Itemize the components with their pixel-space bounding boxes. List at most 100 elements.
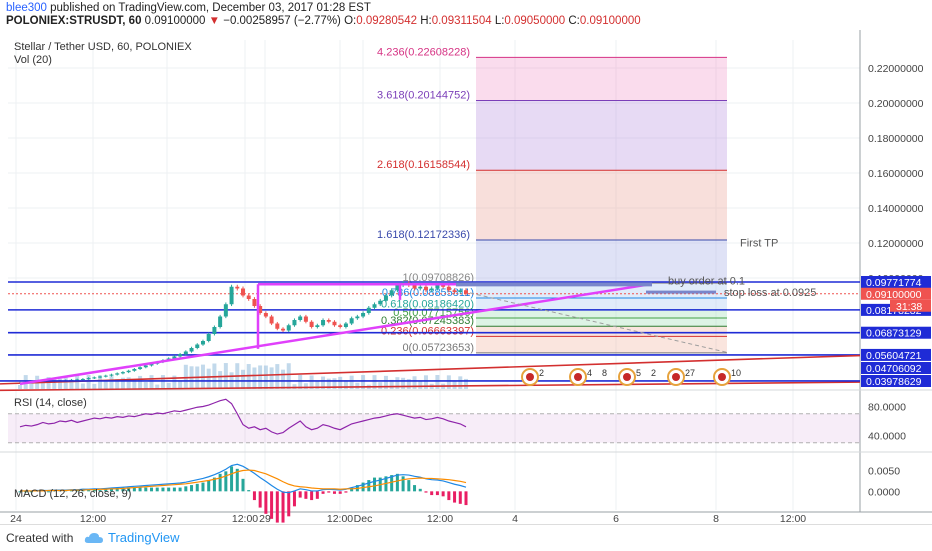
candle-body (189, 348, 194, 352)
candle-body (383, 295, 388, 301)
volume-bar (132, 379, 137, 389)
pane-title: Stellar / Tether USD, 60, POLONIEX (14, 41, 192, 53)
volume-bar (372, 375, 377, 389)
time-tick-label: 4 (512, 513, 518, 524)
candle-body (98, 376, 103, 378)
time-tick-label: 12:00 (327, 513, 353, 524)
macd-histogram-bar (447, 491, 451, 501)
volume-bar (412, 376, 417, 389)
macd-histogram-bar (373, 477, 377, 492)
price-tick-label: 0.16000000 (868, 168, 924, 180)
signal-line (20, 469, 467, 492)
macd-histogram-bar (104, 488, 108, 492)
fib-level-label: 1.618(0.12172336) (377, 229, 470, 241)
candle-body (389, 290, 394, 296)
macd-histogram-bar (24, 491, 28, 493)
event-flag-icon (574, 373, 582, 381)
event-count: 10 (731, 368, 741, 378)
macd-histogram-bar (298, 491, 302, 498)
volume-bar (241, 369, 245, 389)
volume-bar (275, 364, 280, 389)
candle-body (355, 316, 360, 319)
macd-histogram-bar (184, 486, 188, 492)
macd-histogram-bar (87, 490, 91, 492)
macd-label: MACD (12, 26, close, 9) (14, 488, 131, 500)
event-count: 8 (602, 368, 607, 378)
candle-body (423, 286, 428, 291)
candle-body (458, 290, 463, 292)
macd-histogram-bar (338, 491, 342, 494)
candle-body (269, 316, 274, 324)
macd-histogram-bar (75, 490, 79, 492)
low-value: 0.09050000 (504, 15, 566, 27)
candle-body (366, 307, 371, 313)
macd-histogram-bar (18, 491, 22, 493)
ohlc-line: POLONIEX:STRUSDT, 60 0.09100000 ▼ −0.002… (6, 15, 641, 27)
macd-histogram-bar (390, 475, 394, 492)
time-tick-label: 12:00 (427, 513, 453, 524)
volume-bar (332, 378, 337, 389)
countdown-label: 31:38 (896, 301, 922, 313)
stop-loss-box (646, 290, 716, 294)
candle-body (321, 320, 326, 326)
volume-bar (166, 382, 171, 389)
macd-histogram-bar (161, 487, 165, 492)
candle-body (332, 321, 337, 326)
volume-bar (138, 375, 143, 389)
candle-body (195, 344, 200, 348)
fib-zone (476, 239, 727, 284)
macd-histogram-bar (424, 491, 428, 493)
volume-bar (149, 375, 154, 389)
time-tick-label: 24 (10, 513, 22, 524)
volume-bar (29, 382, 34, 389)
symbol-label: POLONIEX:STRUSDT, 60 (6, 15, 142, 27)
buy-order-box (456, 282, 652, 287)
annotation-first-tp: First TP (740, 238, 778, 250)
volume-bar (303, 383, 308, 389)
fib-level-label: 1(0.09708826) (402, 272, 474, 284)
level-price-label: 0.06873129 (866, 328, 922, 340)
candle-body (286, 325, 291, 331)
macd-pane: 0.0050 0.0000 (18, 463, 900, 523)
time-tick-label: 8 (713, 513, 719, 524)
volume-bar (452, 381, 457, 389)
macd-histogram-bar (413, 485, 417, 492)
tradingview-logo[interactable]: TradingView (84, 530, 180, 545)
volume-bar (418, 381, 423, 389)
volume-bar (281, 369, 286, 389)
volume-bar (103, 381, 108, 389)
volume-bar (52, 378, 57, 389)
fib-level-label: 0.786(0.08855811) (382, 287, 474, 299)
volume-bar (355, 382, 360, 389)
macd-histogram-bar (218, 473, 222, 492)
macd-histogram-bar (230, 466, 234, 492)
volume-bar (252, 367, 257, 389)
volume-bar (69, 381, 74, 389)
level-price-label: 0.03978629 (866, 376, 922, 388)
event-markers: 2 4 8 5 2 27 10 (521, 368, 741, 386)
candle-body (258, 306, 263, 313)
event-flag-icon (526, 373, 534, 381)
chart-area[interactable]: 4.236(0.22608228) 3.618(0.20144752) 2.618(… (0, 30, 932, 524)
volume-bar (321, 376, 326, 389)
author-name[interactable]: blee300 (6, 2, 47, 14)
macd-histogram-bar (178, 487, 182, 492)
volume-bar (98, 375, 103, 389)
candle-body (212, 327, 217, 334)
candle-body (281, 328, 286, 331)
rsi-line (19, 398, 467, 435)
volume-bar (258, 365, 263, 389)
volume-bar (18, 385, 22, 389)
footer-bar: Created with TradingView (0, 524, 932, 551)
price-axis[interactable]: 0.22000000 0.20000000 0.18000000 0.16000000… (861, 63, 931, 388)
volume-bar (401, 377, 406, 389)
rsi-label: RSI (14, close) (14, 397, 87, 409)
close-value: 0.09100000 (579, 15, 641, 27)
time-axis[interactable]: 24 12:00 27 12:00 29 12:00 Dec 12:00 4 6 8 12:00 (10, 513, 806, 524)
macd-histogram-bar (247, 490, 251, 492)
projection-dashed-line (469, 292, 728, 353)
macd-histogram-bar (132, 487, 136, 492)
rsi-pane: 80.0000 40.0000 (8, 398, 906, 444)
macd-histogram-bar (224, 471, 228, 492)
candle-body (178, 354, 183, 357)
